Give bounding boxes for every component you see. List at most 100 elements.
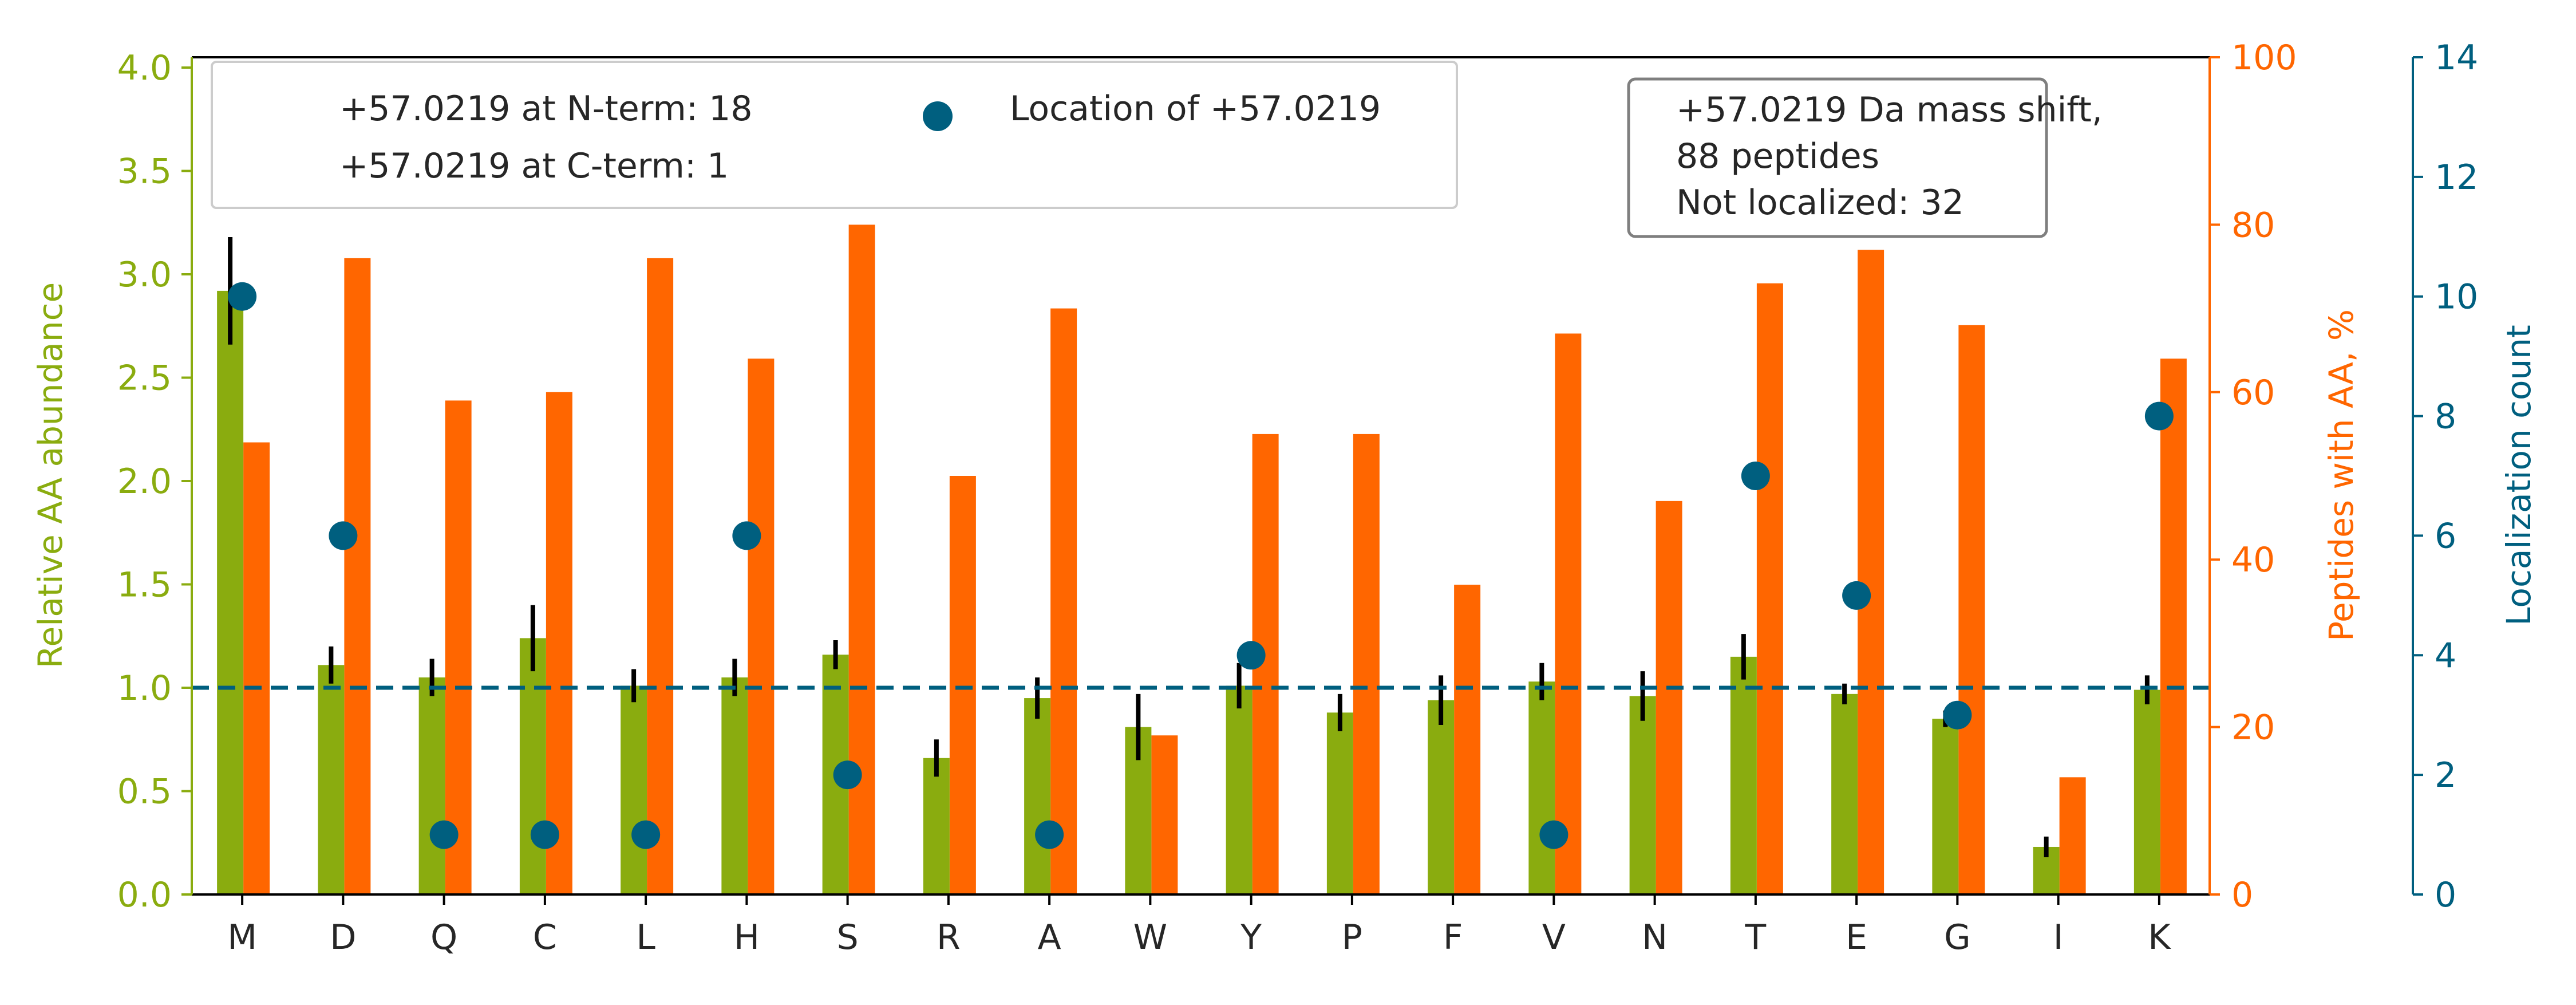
location-point-L: [631, 820, 661, 849]
right-tick-label: 14: [2435, 38, 2478, 78]
x-tick-label-W: W: [1133, 917, 1167, 957]
abundance-bar-E: [1831, 693, 1858, 894]
x-tick-label-C: C: [533, 917, 557, 957]
legend-label-location: Location of +57.0219: [1010, 89, 1381, 129]
right-tick-label: 12: [2435, 157, 2478, 198]
abundance-bar-G: [1932, 719, 1959, 894]
left-axis-title: Relative AA abundance: [31, 282, 70, 668]
abundance-bar-V: [1528, 681, 1555, 894]
annotation-frame: [1627, 77, 2048, 238]
left-tick-label: 0.5: [117, 772, 172, 812]
location-point-K: [2144, 401, 2174, 431]
peptides-bar-M: [243, 442, 270, 894]
left-tick-label: 4.0: [117, 48, 172, 88]
right-tick-label: 10: [2435, 277, 2478, 317]
middle-tick-label: 20: [2231, 708, 2275, 748]
right-axis-title: Localization count: [2499, 325, 2538, 626]
x-tick-label-L: L: [636, 917, 655, 957]
abundance-bar-M: [217, 290, 244, 895]
x-tick-label-I: I: [2053, 917, 2064, 957]
abundance-bar-C: [519, 638, 546, 894]
location-point-S: [833, 760, 862, 790]
location-point-V: [1539, 820, 1568, 849]
right-tick-label: 6: [2435, 516, 2456, 556]
middle-tick-label: 80: [2231, 205, 2275, 245]
location-point-T: [1741, 462, 1770, 490]
x-tick-label-A: A: [1038, 917, 1061, 957]
abundance-bar-L: [621, 685, 647, 894]
abundance-bar-H: [721, 677, 748, 894]
x-tick-label-N: N: [1642, 917, 1668, 957]
location-point-C: [530, 820, 559, 849]
annotation-box: +57.0219 Da mass shift, 88 peptides Not …: [1627, 77, 2103, 238]
peptides-bar-D: [344, 258, 371, 894]
peptides-bar-F: [1454, 585, 1481, 894]
middle-tick-label: 0: [2231, 875, 2253, 915]
peptides-bar-L: [647, 258, 674, 894]
x-tick-label-S: S: [837, 917, 859, 957]
location-point-G: [1943, 700, 1972, 730]
x-tick-label-K: K: [2148, 917, 2171, 957]
left-tick-label: 2.0: [117, 462, 172, 502]
peptides-bar-R: [949, 476, 976, 894]
x-tick-label-Y: Y: [1240, 917, 1262, 957]
abundance-bar-D: [318, 665, 345, 894]
location-point-E: [1842, 581, 1871, 610]
right-tick-label: 2: [2435, 755, 2456, 795]
abundance-bar-Q: [418, 677, 445, 894]
x-tick-label-H: H: [734, 917, 760, 957]
x-tick-label-Q: Q: [430, 917, 457, 957]
peptides-bar-N: [1656, 500, 1682, 894]
legend-label-cterm: +57.0219 at C-term: 1: [339, 146, 729, 186]
middle-tick-label: 100: [2231, 38, 2297, 78]
x-tick-label-T: T: [1745, 917, 1767, 957]
peptides-bar-C: [546, 392, 572, 894]
peptides-bar-T: [1756, 283, 1783, 894]
location-point-Q: [429, 820, 459, 849]
x-tick-label-G: G: [1944, 917, 1971, 957]
right-tick-label: 0: [2435, 875, 2456, 915]
left-tick-label: 1.0: [117, 668, 172, 708]
peptides-bar-S: [848, 224, 875, 894]
location-point-H: [732, 521, 761, 550]
abundance-bar-A: [1024, 698, 1051, 894]
location-point-M: [228, 282, 257, 311]
peptides-bar-G: [1958, 325, 1985, 894]
legend: +57.0219 at N-term: 18 +57.0219 at C-ter…: [211, 61, 1458, 209]
x-tick-label-D: D: [330, 917, 356, 957]
x-tick-label-V: V: [1542, 917, 1566, 957]
annotation-line-1: +57.0219 Da mass shift,: [1676, 90, 2103, 130]
legend-location-marker: [923, 101, 953, 131]
location-point-D: [329, 521, 358, 550]
peptides-bar-W: [1151, 735, 1178, 894]
middle-tick-label: 60: [2231, 373, 2275, 413]
left-tick-label: 0.0: [117, 875, 172, 915]
location-point-Y: [1236, 641, 1266, 670]
abundance-bar-T: [1730, 656, 1757, 894]
peptides-bar-E: [1858, 250, 1884, 894]
peptides-bar-I: [2059, 777, 2086, 894]
x-tick-label-E: E: [1846, 917, 1867, 957]
peptides-bar-K: [2160, 358, 2187, 894]
peptides-bar-V: [1555, 333, 1582, 894]
annotation-line-2: 88 peptides: [1676, 136, 1879, 176]
peptides-bar-H: [748, 358, 775, 894]
abundance-bar-R: [923, 758, 950, 894]
x-tick-label-F: F: [1443, 917, 1463, 957]
annotation-line-3: Not localized: 32: [1676, 183, 1964, 223]
right-tick-label: 4: [2435, 636, 2456, 676]
middle-axis-title: Peptides with AA, %: [2322, 309, 2361, 641]
right-tick-label: 8: [2435, 397, 2456, 437]
peptides-bar-Q: [445, 400, 472, 894]
left-tick-label: 3.5: [117, 152, 172, 192]
x-tick-label-R: R: [937, 917, 961, 957]
abundance-bar-P: [1326, 712, 1353, 894]
abundance-bar-N: [1629, 696, 1656, 894]
peptides-bar-P: [1353, 433, 1380, 894]
x-tick-label-M: M: [227, 917, 257, 957]
left-tick-label: 2.5: [117, 358, 172, 399]
abundance-bar-Y: [1226, 685, 1253, 894]
abundance-bar-F: [1428, 700, 1455, 894]
legend-frame: [211, 61, 1458, 209]
